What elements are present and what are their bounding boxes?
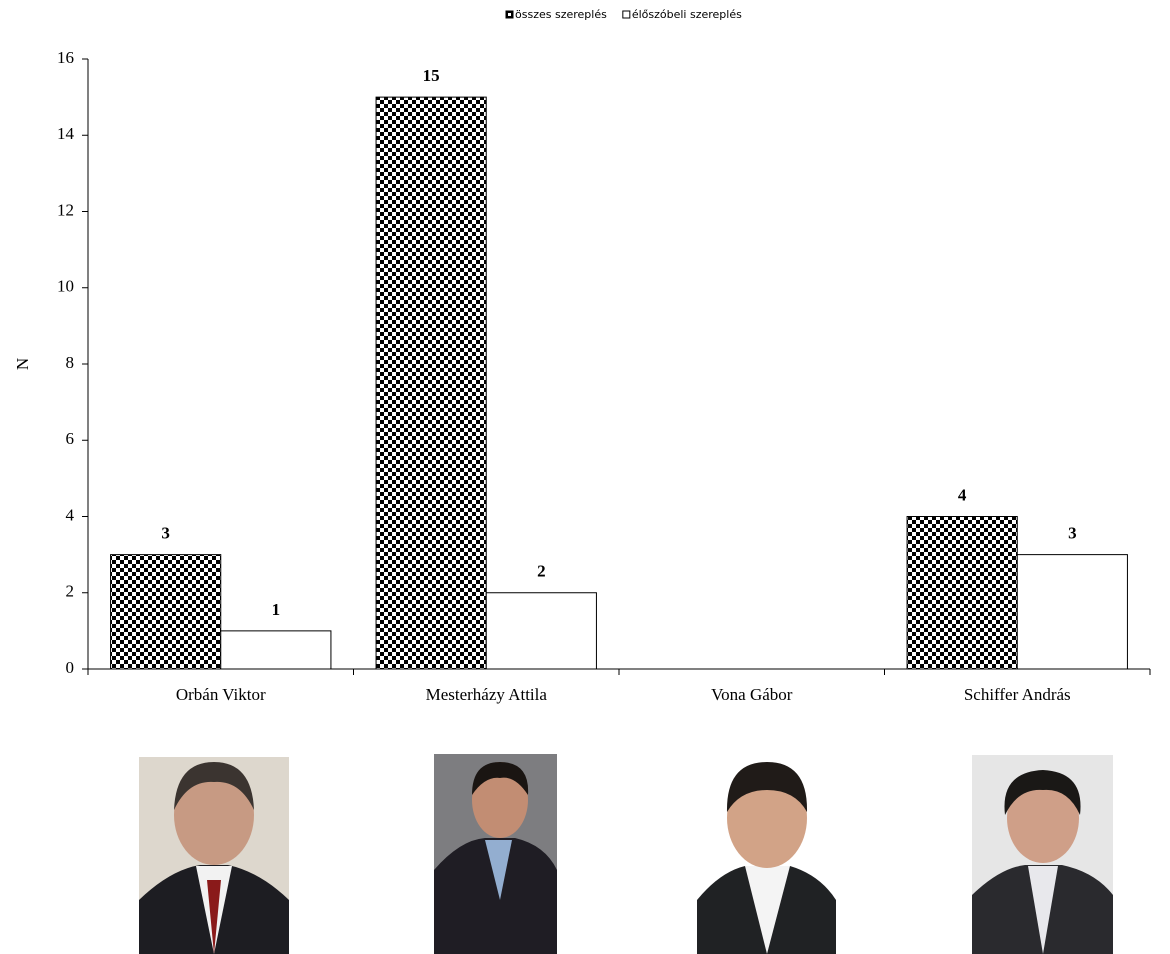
portraits [139,754,1113,954]
legend-swatch [622,10,631,19]
legend-label: összes szereplés [515,8,607,21]
data-label: 3 [1068,524,1077,543]
y-tick-label: 14 [57,124,75,143]
data-label: 15 [423,66,440,85]
y-tick-label: 2 [66,582,75,601]
bar [906,516,1018,670]
bar [1016,554,1128,670]
x-tick-label: Schiffer András [964,685,1071,704]
data-label: 2 [537,562,546,581]
data-label: 1 [272,600,281,619]
y-tick-label: 0 [66,658,75,677]
bar [375,96,487,670]
y-axis-label: N [13,358,32,370]
y-tick-label: 16 [57,48,74,67]
legend-label: élőszóbeli szereplés [632,8,742,21]
y-tick-label: 8 [66,353,75,372]
data-label: 3 [161,524,170,543]
y-tick-label: 12 [57,200,74,219]
data-label: 4 [958,485,967,504]
y-tick-label: 10 [57,277,74,296]
bar [110,554,222,670]
legend-swatch-inner [508,13,511,16]
x-tick-label: Mesterházy Attila [426,685,548,704]
x-tick-label: Vona Gábor [711,685,793,704]
y-tick-label: 4 [66,505,75,524]
y-tick-label: 6 [66,429,75,448]
x-tick-label: Orbán Viktor [176,685,266,704]
bar [485,592,597,670]
bar [220,630,332,670]
